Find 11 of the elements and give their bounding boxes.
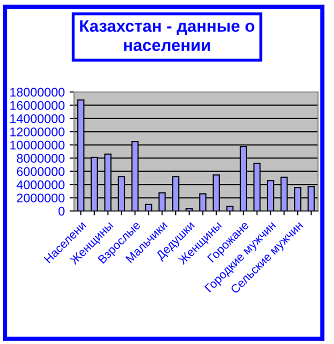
y-tick-label: 14000000 bbox=[10, 114, 64, 124]
y-tick-label: 0 bbox=[58, 206, 64, 216]
y-tick-label: 16000000 bbox=[10, 101, 64, 110]
y-tick-label: 2000000 bbox=[16, 194, 64, 202]
chart-title: Казахстан - данные о населении bbox=[80, 20, 254, 52]
y-tick-label: 8000000 bbox=[16, 154, 64, 163]
y-tick-label: 10000000 bbox=[10, 140, 64, 150]
y-tick-label: 6000000 bbox=[16, 167, 64, 176]
y-tick-label: 18000000 bbox=[10, 88, 64, 97]
y-tick-label: 4000000 bbox=[16, 180, 64, 190]
y-tick-label: 12000000 bbox=[10, 127, 64, 136]
